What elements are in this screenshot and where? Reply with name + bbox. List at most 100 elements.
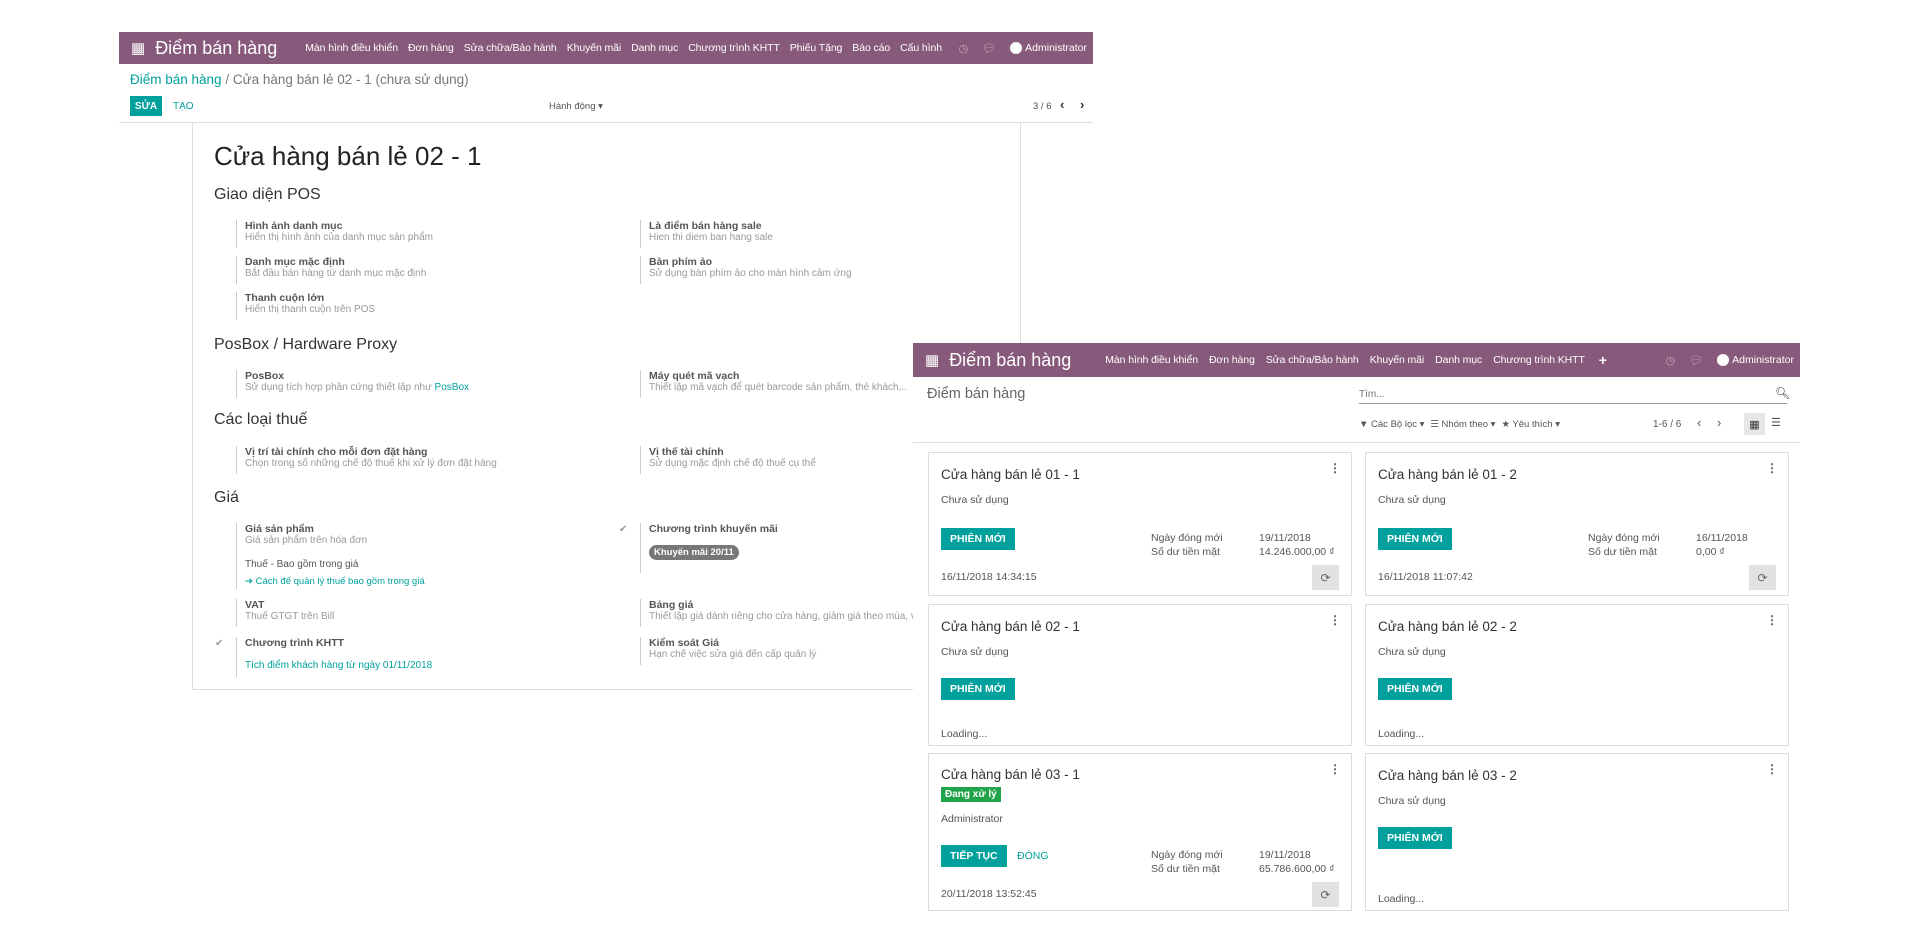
card-title[interactable]: Cửa hàng bán lẻ 01 - 1	[941, 467, 1080, 482]
pos-card[interactable]: Cửa hàng bán lẻ 01 - 2 ⋮ Chưa sử dụng PHIÊN…	[1365, 452, 1789, 596]
setting-label: Danh mục mặc định	[245, 256, 345, 268]
user-name: Administrator	[1025, 41, 1087, 54]
menu-item[interactable]: Màn hình điều khiển	[1105, 354, 1198, 366]
setting-pricelist[interactable]: Bảng giá Thiết lập giá dành riêng cho cửa…	[640, 599, 923, 627]
kebab-menu-icon[interactable]: ⋮	[1766, 762, 1778, 776]
pager-prev[interactable]: ‹	[1060, 97, 1065, 112]
card-title[interactable]: Cửa hàng bán lẻ 02 - 2	[1378, 619, 1517, 634]
card-title[interactable]: Cửa hàng bán lẻ 02 - 1	[941, 619, 1080, 634]
user-menu[interactable]: Administrator	[1010, 41, 1087, 55]
setting-promotion[interactable]: Chương trình khuyến mãi Khuyến mãi 20/11	[640, 523, 778, 573]
setting-label: Chương trình KHTT	[245, 637, 345, 649]
setting-barcode-scanner[interactable]: Máy quét mã vạch Thiết lập mã vạch để qué…	[640, 370, 907, 398]
tax-help-link[interactable]: ➔ Cách để quản lý thuế bao gồm trong giá	[245, 576, 425, 587]
card-title[interactable]: Cửa hàng bán lẻ 03 - 1	[941, 767, 1080, 782]
kebab-menu-icon[interactable]: ⋮	[1329, 461, 1341, 475]
apps-grid-icon[interactable]: ▦	[925, 352, 940, 369]
close-session-button[interactable]: ĐÓNG	[1017, 850, 1049, 862]
new-session-button[interactable]: PHIÊN MỚI	[941, 528, 1015, 550]
menu-item[interactable]: Đơn hàng	[1208, 354, 1255, 366]
stat-label: Số dư tiền mặt	[1151, 546, 1220, 558]
menu-item[interactable]: Sửa chữa/Bảo hành	[463, 42, 557, 54]
setting-default-fiscal-position[interactable]: Vị thế tài chính Sử dụng mặc định chế độ …	[640, 446, 816, 474]
user-menu[interactable]: Administrator	[1717, 354, 1794, 367]
kanban-view-button[interactable]: ▦	[1744, 413, 1765, 435]
app-brand[interactable]: Điểm bán hàng	[155, 37, 278, 58]
setting-loyalty[interactable]: Chương trình KHTT Tích điểm khách hàng từ…	[236, 637, 432, 677]
posbox-link[interactable]: PosBox	[434, 382, 470, 393]
clock-icon[interactable]: ◷	[1665, 354, 1676, 367]
pos-card[interactable]: Cửa hàng bán lẻ 03 - 1 ⋮ Đang xử lý Adminis…	[928, 753, 1352, 911]
menu-item[interactable]: Khuyến mãi	[566, 42, 622, 54]
group-by-dropdown[interactable]: ☰ Nhóm theo ▾	[1430, 419, 1496, 430]
clock-icon[interactable]: ◷	[958, 42, 969, 55]
setting-virtual-keyboard[interactable]: Bàn phím ảo Sử dụng bàn phím ảo cho màn h…	[640, 256, 851, 284]
card-title[interactable]: Cửa hàng bán lẻ 03 - 2	[1378, 768, 1517, 783]
menu-item[interactable]: Phiếu Tặng	[789, 42, 843, 54]
menu-item[interactable]: Khuyến mãi	[1369, 354, 1425, 366]
favorites-dropdown[interactable]: ★ Yêu thích ▾	[1501, 419, 1560, 430]
loyalty-program-link[interactable]: Tích điểm khách hàng từ ngày 01/11/2018	[245, 660, 433, 671]
new-session-button[interactable]: PHIÊN MỚI	[1378, 827, 1452, 849]
kebab-menu-icon[interactable]: ⋮	[1766, 613, 1778, 627]
chat-icon[interactable]: 💬︎	[1689, 354, 1704, 367]
list-view-button[interactable]: ☰	[1771, 417, 1781, 429]
search-icon[interactable]: 🔍︎	[1775, 386, 1791, 400]
pos-card[interactable]: Cửa hàng bán lẻ 02 - 1 ⋮ Chưa sử dụng PHIÊN…	[928, 604, 1352, 746]
refresh-button[interactable]: ⟳	[1312, 882, 1339, 907]
setting-default-category[interactable]: Danh mục mặc định Bắt đầu bán hàng từ dan…	[236, 256, 426, 284]
section-pos: Giao diện POS	[214, 186, 321, 203]
action-dropdown[interactable]: Hành động ▾	[549, 101, 603, 112]
setting-posbox[interactable]: PosBox Sử dụng tích hợp phần cứng thiết l…	[236, 370, 469, 398]
pager-next[interactable]: ›	[1080, 97, 1085, 112]
setting-hint: Sử dụng mặc định chế độ thuế cụ thể	[649, 458, 816, 469]
kebab-menu-icon[interactable]: ⋮	[1766, 461, 1778, 475]
menu-item[interactable]: Danh mục	[1435, 354, 1483, 366]
pos-card[interactable]: Cửa hàng bán lẻ 02 - 2 ⋮ Chưa sử dụng PHIÊN…	[1365, 604, 1789, 746]
setting-hint: Sử dụng bàn phím ảo cho màn hình cảm ứng	[649, 268, 852, 279]
edit-button[interactable]: SỬA	[130, 96, 162, 116]
resume-button[interactable]: TIẾP TỤC	[941, 845, 1007, 867]
setting-price-control[interactable]: Kiểm soát Giá Hạn chế việc sửa giá đến cấ…	[640, 637, 816, 665]
tax-included-value[interactable]: Thuế - Bao gồm trong giá	[245, 559, 359, 570]
pos-card[interactable]: Cửa hàng bán lẻ 01 - 1 ⋮ Chưa sử dụng PHIÊN…	[928, 452, 1352, 596]
setting-vat[interactable]: VAT Thuế GTGT trên Bill	[236, 599, 334, 627]
pager-prev[interactable]: ‹	[1697, 415, 1702, 430]
chat-icon[interactable]: 💬︎	[982, 42, 997, 55]
menu-item[interactable]: Báo cáo	[852, 42, 891, 54]
pager-next[interactable]: ›	[1717, 415, 1722, 430]
menu-item[interactable]: Chương trình KHTT	[1493, 354, 1585, 366]
filters-dropdown[interactable]: ▼ Các Bộ lọc ▾	[1359, 419, 1425, 430]
setting-product-price[interactable]: Giá sản phẩm Giá sản phẩm trên hóa đơn Thu…	[236, 523, 425, 589]
menu-item[interactable]: Sửa chữa/Bảo hành	[1265, 354, 1359, 366]
menu-item[interactable]: Đơn hàng	[407, 42, 454, 54]
stat-value: 16/11/2018	[1696, 532, 1748, 544]
menu-item[interactable]: Danh mục	[631, 42, 679, 54]
status-badge: Đang xử lý	[941, 787, 1001, 802]
new-session-button[interactable]: PHIÊN MỚI	[1378, 678, 1452, 700]
menu-item[interactable]: Chương trình KHTT	[688, 42, 780, 54]
pos-card[interactable]: Cửa hàng bán lẻ 03 - 2 ⋮ Chưa sử dụng PHIÊN…	[1365, 753, 1789, 911]
setting-category-image[interactable]: Hình ảnh danh mục Hiển thị hình ảnh của d…	[236, 220, 433, 248]
setting-sale-pos[interactable]: Là điểm bán hàng sale Hien thi diem ban h…	[640, 220, 773, 248]
menu-item[interactable]: Cấu hình	[900, 42, 942, 54]
refresh-button[interactable]: ⟳	[1749, 565, 1776, 590]
create-button[interactable]: TẠO	[173, 101, 194, 112]
promotion-tag[interactable]: Khuyến mãi 20/11	[649, 545, 739, 560]
refresh-button[interactable]: ⟳	[1312, 565, 1339, 590]
card-title[interactable]: Cửa hàng bán lẻ 01 - 2	[1378, 467, 1517, 482]
breadcrumb-parent[interactable]: Điểm bán hàng	[130, 72, 222, 87]
setting-large-scrollbar[interactable]: Thanh cuộn lớn Hiển thị thanh cuộn trên P…	[236, 292, 375, 320]
more-menu-plus-icon[interactable]: +	[1598, 352, 1607, 368]
new-session-button[interactable]: PHIÊN MỚI	[941, 678, 1015, 700]
last-session-date: 20/11/2018 13:52:45	[941, 888, 1037, 900]
kebab-menu-icon[interactable]: ⋮	[1329, 613, 1341, 627]
section-tax: Các loại thuế	[214, 411, 308, 428]
apps-grid-icon[interactable]: ▦	[131, 40, 146, 57]
new-session-button[interactable]: PHIÊN MỚI	[1378, 528, 1452, 550]
setting-fiscal-position[interactable]: Vị trí tài chính cho mỗi đơn đặt hàng Chọ…	[236, 446, 497, 474]
search-input[interactable]	[1359, 386, 1787, 404]
kebab-menu-icon[interactable]: ⋮	[1329, 762, 1341, 776]
menu-item[interactable]: Màn hình điều khiển	[305, 42, 398, 54]
app-brand[interactable]: Điểm bán hàng	[949, 349, 1072, 370]
